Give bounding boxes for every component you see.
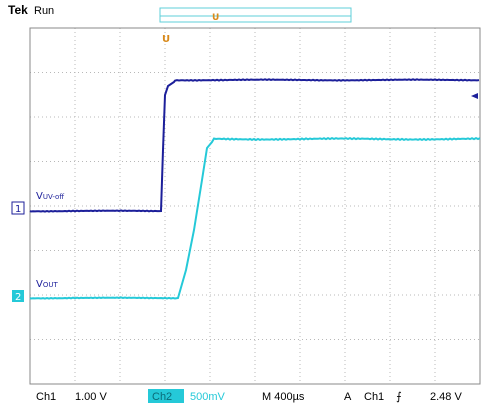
trigger-position-marker: U — [212, 13, 219, 23]
graticule-border — [29, 27, 481, 385]
channel-2-marker[interactable]: 2 — [12, 290, 24, 303]
run-status: Run — [34, 5, 54, 17]
channel-1-marker[interactable]: 1 — [11, 201, 25, 215]
trigger-point-marker: U — [162, 34, 170, 45]
channel-2-waveform — [29, 136, 481, 300]
svg-text:2: 2 — [15, 292, 21, 303]
svg-text:VUV-off: VUV-off — [36, 191, 64, 202]
ch2-scale: 500mV — [190, 391, 226, 403]
trigger-slope-icon: ⨍ — [396, 390, 402, 403]
timebase: M 400µs — [262, 391, 305, 403]
channel-1-waveform — [29, 78, 480, 213]
trigger-position-bar — [159, 7, 352, 23]
status-bar: Ch1 1.00 V Ch2 500mV M 400µs A Ch1 ⨍ 2.4… — [36, 389, 462, 403]
channel-1-label: VUV-off — [36, 191, 64, 202]
trigger-source: Ch1 — [364, 391, 384, 403]
channel-2-label: VOUT — [36, 279, 58, 290]
brand-label: Tek — [8, 3, 28, 17]
trigger-mode: A — [344, 391, 352, 403]
ch2-label: Ch2 — [152, 391, 172, 403]
ch1-scale: 1.00 V — [75, 391, 107, 403]
ch1-label: Ch1 — [36, 391, 56, 403]
svg-text:1: 1 — [15, 204, 21, 215]
ch2-label-badge — [148, 389, 184, 403]
trigger-level-arrow — [471, 93, 478, 99]
trigger-level: 2.48 V — [430, 391, 462, 403]
graticule — [30, 28, 480, 384]
svg-text:VOUT: VOUT — [36, 279, 58, 290]
